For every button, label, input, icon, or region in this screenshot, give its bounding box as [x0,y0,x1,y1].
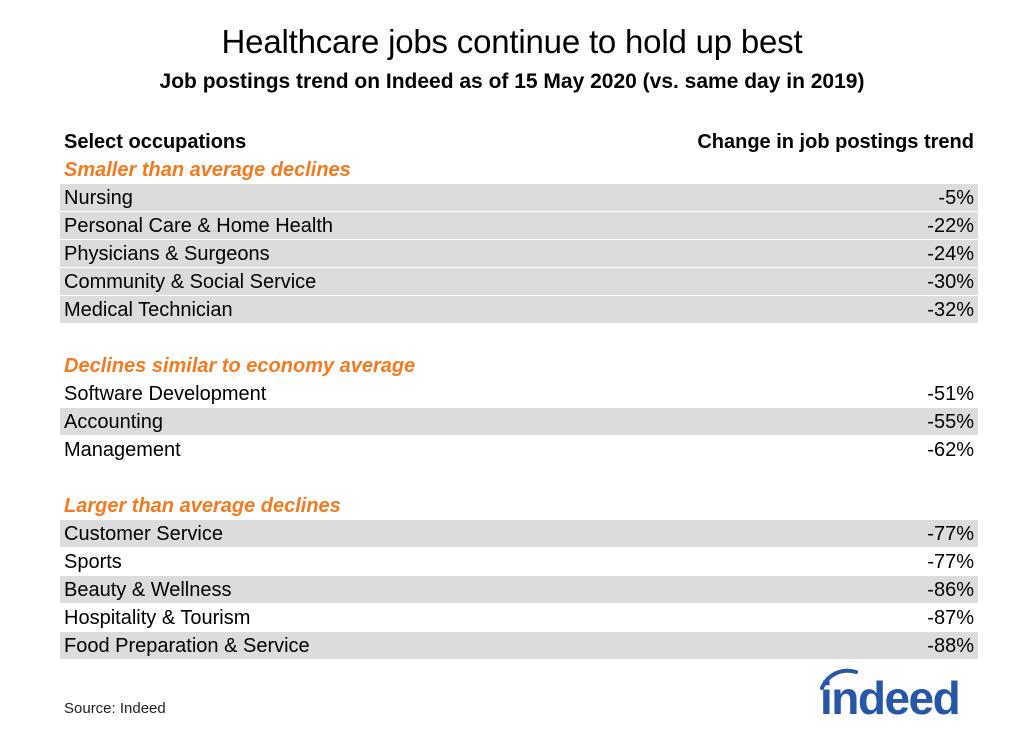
change-cell: -32% [927,299,974,321]
change-cell: -51% [927,383,974,405]
group-spacer [60,324,978,352]
occupation-cell: Beauty & Wellness [64,579,232,601]
occupation-cell: Physicians & Surgeons [64,243,270,265]
change-cell: -88% [927,635,974,657]
column-header-occupation: Select occupations [64,131,247,153]
table-row: Customer Service -77% [60,520,978,548]
change-cell: -77% [927,523,974,545]
occupation-cell: Accounting [64,411,163,433]
indeed-logo-swoosh [820,668,858,690]
group-label-larger-declines: Larger than average declines [64,495,341,517]
change-cell: -62% [927,439,974,461]
table-row: Community & Social Service -30% [60,268,978,296]
occupation-cell: Sports [64,551,122,573]
column-header-change: Change in job postings trend [697,131,974,153]
table-row: Physicians & Surgeons -24% [60,240,978,268]
occupation-cell: Personal Care & Home Health [64,215,334,237]
source-note: Source: Indeed [64,700,166,717]
table-row: Hospitality & Tourism -87% [60,604,978,632]
table-row: Accounting -55% [60,408,978,436]
chart-subtitle: Job postings trend on Indeed as of 15 Ma… [159,70,865,93]
occupation-cell: Food Preparation & Service [64,635,310,657]
occupation-cell: Nursing [64,187,133,209]
table-row: Food Preparation & Service -88% [60,632,978,660]
change-cell: -77% [927,551,974,573]
change-cell: -30% [927,271,974,293]
occupation-cell: Medical Technician [64,299,233,321]
occupation-cell: Hospitality & Tourism [64,607,251,629]
group-label-smaller-declines: Smaller than average declines [64,159,351,181]
indeed-logo-text: indeed [820,672,959,724]
change-cell: -55% [927,411,974,433]
table-row: Management -62% [60,436,978,464]
occupation-cell: Customer Service [64,523,223,545]
change-cell: -24% [927,243,974,265]
indeed-logo: indeed [820,668,961,724]
table-row: Software Development -51% [60,380,978,408]
table-row: Personal Care & Home Health -22% [60,212,978,240]
occupation-cell: Software Development [64,383,267,405]
group-label-similar-declines: Declines similar to economy average [64,355,416,377]
occupation-table: Select occupations Change in job posting… [60,128,978,660]
occupation-cell: Community & Social Service [64,271,317,293]
group-spacer [60,464,978,492]
table-row: Sports -77% [60,548,978,576]
change-cell: -86% [927,579,974,601]
chart-title: Healthcare jobs continue to hold up best [221,23,803,60]
table-row: Beauty & Wellness -86% [60,576,978,604]
change-cell: -5% [938,187,974,209]
table-header: Select occupations Change in job posting… [60,128,978,156]
occupation-cell: Management [64,439,181,461]
change-cell: -22% [927,215,974,237]
change-cell: -87% [927,607,974,629]
table-row: Medical Technician -32% [60,296,978,324]
table-row: Nursing -5% [60,184,978,212]
